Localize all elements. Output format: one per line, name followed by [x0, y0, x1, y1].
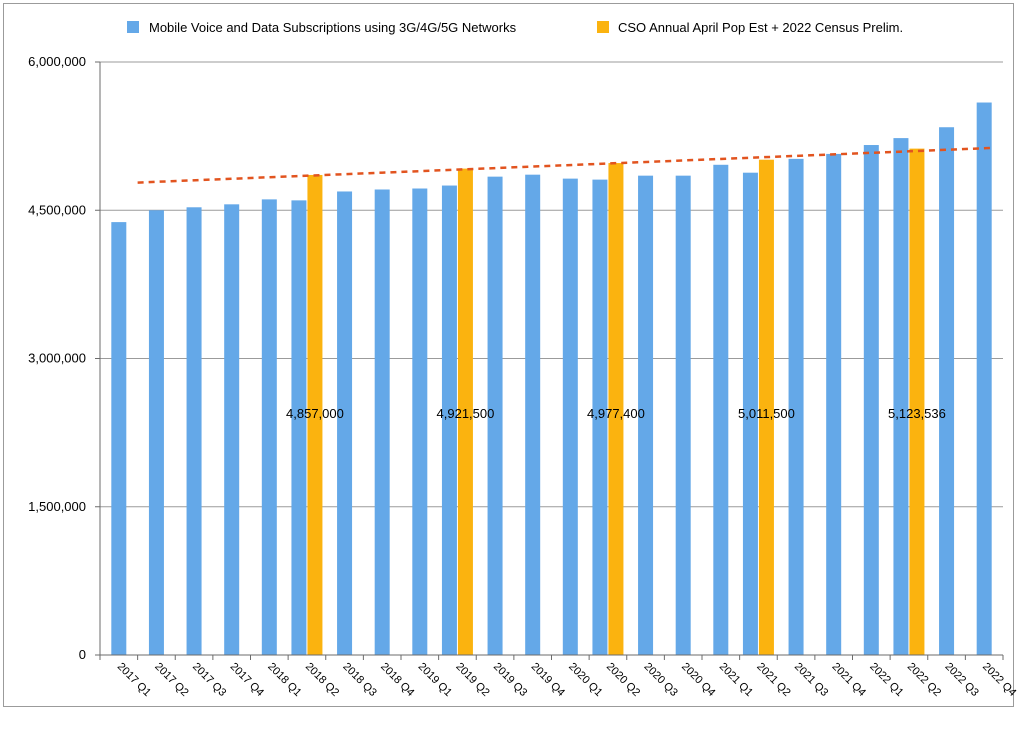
bar-subscriptions — [713, 164, 729, 655]
bar-subscriptions — [638, 175, 654, 656]
gridlines — [100, 61, 1003, 508]
bar-subscriptions — [441, 185, 457, 655]
bar-subscriptions — [893, 138, 909, 655]
legend: Mobile Voice and Data Subscriptions usin… — [127, 20, 903, 35]
x-tick-label: 2018 Q3 — [340, 661, 378, 699]
y-tick-label: 0 — [79, 647, 86, 662]
bar-subscriptions — [412, 188, 428, 656]
bar-population — [608, 163, 624, 656]
x-tick-label: 2018 Q4 — [378, 661, 416, 699]
legend-label-population: CSO Annual April Pop Est + 2022 Census P… — [618, 20, 903, 35]
data-label: 5,011,500 — [738, 406, 795, 421]
x-tick-label: 2022 Q4 — [980, 661, 1017, 699]
bar-subscriptions — [562, 178, 578, 655]
bar-subscriptions — [111, 222, 127, 656]
legend-label-subscriptions: Mobile Voice and Data Subscriptions usin… — [149, 20, 517, 35]
trendline-group — [137, 146, 992, 184]
x-tick-label: 2020 Q3 — [641, 661, 679, 699]
x-tick-label: 2017 Q2 — [152, 661, 190, 699]
bars — [111, 102, 992, 656]
bar-subscriptions — [592, 179, 608, 655]
bar-population — [457, 168, 473, 656]
bar-subscriptions — [826, 153, 842, 656]
x-tick-label: 2018 Q1 — [265, 661, 303, 699]
x-tick-label: 2022 Q2 — [905, 661, 943, 699]
y-tick-label: 4,500,000 — [28, 202, 86, 217]
bar-subscriptions — [148, 210, 164, 655]
legend-swatch-subscriptions — [127, 21, 139, 33]
x-tick-label: 2017 Q1 — [115, 661, 153, 699]
y-axis-ticks: 0 1,500,000 3,000,000 4,500,000 6,000,000 — [28, 54, 86, 662]
bar-subscriptions — [863, 145, 879, 655]
x-tick-label: 2020 Q1 — [566, 661, 604, 699]
bar-subscriptions — [291, 200, 307, 655]
bar-population — [758, 159, 774, 655]
chart-frame — [3, 3, 1014, 707]
bar-subscriptions — [487, 176, 503, 655]
bar-subscriptions — [675, 175, 691, 656]
bar-subscriptions — [788, 158, 804, 655]
bar-population — [909, 148, 925, 656]
data-label: 5,123,536 — [888, 406, 946, 421]
bar-subscriptions — [261, 199, 277, 655]
x-tick-label: 2022 Q1 — [867, 661, 905, 699]
data-label: 4,921,500 — [437, 406, 495, 421]
bar-subscriptions — [742, 172, 758, 655]
y-tick-label: 3,000,000 — [28, 351, 86, 366]
data-labels: 4,857,000 4,921,500 4,977,400 5,011,500 5,12… — [286, 406, 946, 421]
x-tick-label: 2021 Q2 — [754, 661, 792, 699]
data-label: 4,977,400 — [587, 406, 645, 421]
x-tick-label: 2021 Q1 — [717, 661, 755, 699]
x-tick-label: 2019 Q1 — [416, 661, 454, 699]
bar-subscriptions — [525, 174, 541, 656]
x-tick-label: 2022 Q3 — [942, 661, 980, 699]
x-tick-label: 2017 Q4 — [228, 661, 266, 699]
data-label: 4,857,000 — [286, 406, 344, 421]
x-tick-label: 2020 Q2 — [604, 661, 642, 699]
x-tick-label: 2017 Q3 — [190, 661, 228, 699]
x-tick-label: 2020 Q4 — [679, 661, 717, 699]
x-tick-label: 2018 Q2 — [303, 661, 341, 699]
bar-population — [307, 174, 323, 656]
x-tick-label: 2019 Q2 — [453, 661, 491, 699]
x-axis-ticks: 2017 Q1 2017 Q2 2017 Q3 2017 Q4 2018 Q1 2018 … — [115, 661, 1017, 699]
y-tick-label: 1,500,000 — [28, 499, 86, 514]
bar-subscriptions — [374, 189, 390, 655]
x-tick-label: 2019 Q3 — [491, 661, 529, 699]
legend-swatch-population — [597, 21, 609, 33]
axes — [95, 61, 1004, 660]
bar-subscriptions — [976, 102, 992, 655]
y-tick-label: 6,000,000 — [28, 54, 86, 69]
bar-subscriptions — [224, 204, 240, 655]
x-tick-label: 2021 Q4 — [830, 661, 868, 699]
bar-subscriptions — [939, 127, 955, 656]
trendline — [137, 146, 992, 184]
bar-subscriptions — [337, 191, 353, 655]
x-tick-label: 2021 Q3 — [792, 661, 830, 699]
bar-subscriptions — [186, 207, 202, 655]
x-tick-label: 2019 Q4 — [529, 661, 567, 699]
